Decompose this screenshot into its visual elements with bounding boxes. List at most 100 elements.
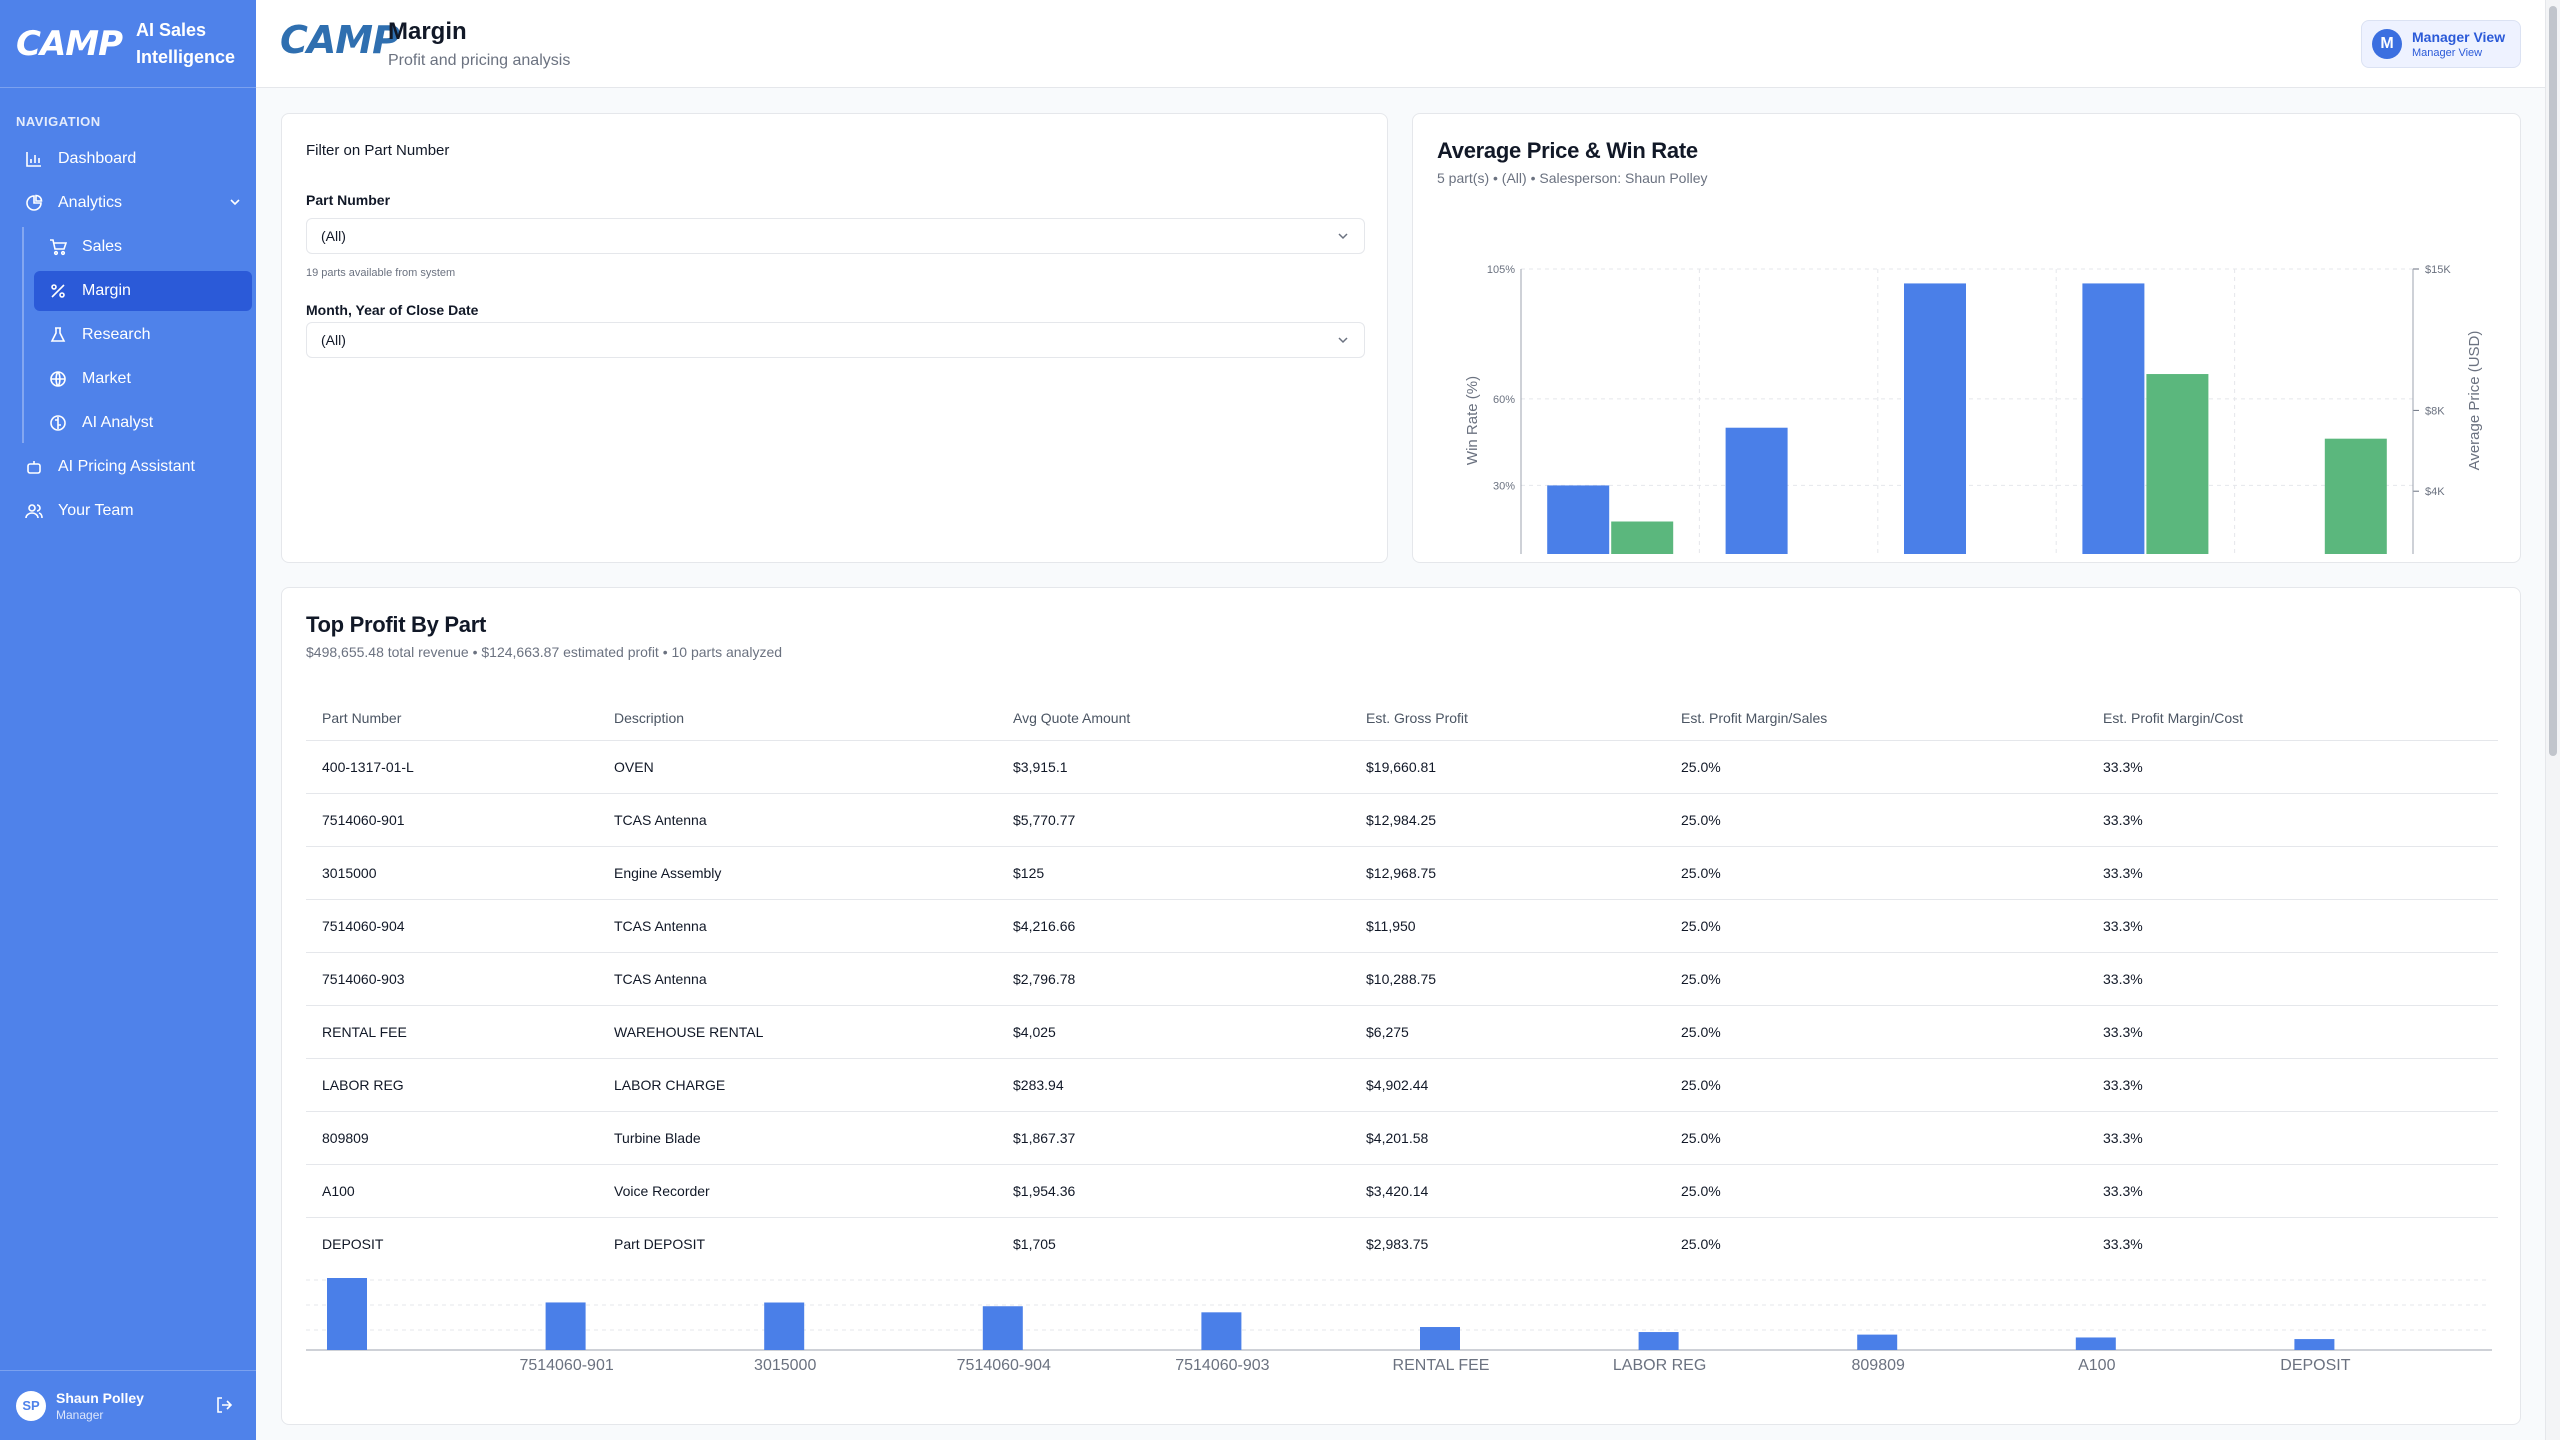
manager-avatar: M (2372, 29, 2402, 59)
table-cell: 33.3% (2087, 1164, 2498, 1218)
page-title: Margin (388, 18, 467, 45)
nav-item-margin[interactable]: Margin (34, 271, 252, 311)
bar-chart-icon (24, 149, 44, 169)
table-subtitle: $498,655.48 total revenue • $124,663.87 … (306, 644, 783, 660)
win-rate-bar (2082, 283, 2145, 554)
price-winrate-card: Average Price & Win Rate 5 part(s) • (Al… (1412, 113, 2521, 563)
brand: CAMP AI Sales Intelligence (0, 0, 256, 88)
part-number-label: Part Number (306, 192, 391, 208)
table-row[interactable]: 7514060-903 TCAS Antenna $2,796.78 $10,288.… (306, 952, 2498, 1006)
page-header: CAMP Margin Profit and pricing analysis … (256, 0, 2545, 88)
header-logo: CAMP (280, 18, 400, 62)
table-cell: 33.3% (2103, 1235, 2143, 1252)
flask-icon (48, 325, 68, 345)
chart-subtitle: 5 part(s) • (All) • Salesperson: Shaun P… (1437, 170, 1708, 186)
nav-item-ai-analyst[interactable]: AI Analyst (34, 403, 252, 443)
nav-item-research[interactable]: Research (34, 315, 252, 355)
x-tick-label: A100 (2078, 1357, 2115, 1374)
profit-table: Part Number Description Avg Quote Amount Es… (306, 696, 2498, 1270)
profit-bar (1857, 1334, 1898, 1350)
table-cell: $10,288.75 (1350, 952, 1665, 1006)
table-cell: $5,770.77 (997, 793, 1350, 847)
column-header[interactable]: Avg Quote Amount (997, 696, 1350, 741)
table-row[interactable]: DEPOSIT Part DEPOSIT $1,705 $2,983.75 25.0% 3… (306, 1217, 2498, 1270)
table-cell: 33.3% (2087, 846, 2498, 900)
nav-item-dashboard[interactable]: Dashboard (10, 139, 252, 179)
table-cell: 33.3% (2087, 1005, 2498, 1059)
nav-label-market: Market (82, 370, 131, 387)
table-cell: $6,275 (1350, 1005, 1665, 1059)
win-rate-bar (1904, 283, 1966, 554)
part-number-select[interactable]: (All) (306, 218, 1365, 254)
sidebar: CAMP AI Sales Intelligence NAVIGATION Da… (0, 0, 256, 1440)
table-cell: 809809 (306, 1111, 598, 1165)
brain-icon (48, 413, 68, 433)
x-tick-label: 3015000 (754, 1357, 816, 1374)
table-cell: WAREHOUSE RENTAL (598, 1005, 997, 1059)
month-year-select[interactable]: (All) (306, 322, 1365, 358)
column-header[interactable]: Est. Profit Margin/Sales (1665, 696, 2087, 741)
y-tick-label: 30% (1493, 480, 1515, 492)
table-row[interactable]: 7514060-904 TCAS Antenna $4,216.66 $11,950 2… (306, 899, 2498, 953)
profit-bar (764, 1302, 805, 1350)
table-row[interactable]: 809809 Turbine Blade $1,867.37 $4,201.58 25.… (306, 1111, 2498, 1165)
chevron-down-icon (1336, 333, 1350, 350)
column-header[interactable]: Est. Profit Margin/Cost (2087, 696, 2498, 741)
table-cell: 25.0% (1681, 1235, 1721, 1252)
table-cell: TCAS Antenna (598, 899, 997, 953)
cart-icon (48, 237, 68, 257)
logout-icon[interactable] (214, 1395, 234, 1420)
table-cell: 33.3% (2087, 740, 2498, 794)
table-cell: 400-1317-01-L (306, 740, 598, 794)
table-cell: TCAS Antenna (598, 952, 997, 1006)
nav-section-label: NAVIGATION (16, 114, 101, 129)
nav-label-margin: Margin (82, 282, 131, 299)
user-name: Shaun Polley (56, 1389, 144, 1406)
camp-logo: CAMP (16, 23, 123, 64)
brand-line-2: Intelligence (136, 46, 236, 67)
x-tick-label: DEPOSIT (2280, 1357, 2350, 1374)
nav-item-your-team[interactable]: Your Team (10, 491, 252, 531)
robot-icon (24, 457, 44, 477)
manager-view-button[interactable]: M Manager View Manager View (2361, 20, 2521, 68)
profit-bar-chart: 7514060-901 3015000 7514060-904 7514060-903… (306, 1278, 2492, 1374)
avatar[interactable]: SP (16, 1390, 46, 1421)
column-header[interactable]: Est. Gross Profit (1350, 696, 1665, 741)
x-tick-label: 7514060-904 (957, 1357, 1051, 1374)
table-row[interactable]: 3015000 Engine Assembly $125 $12,968.75 25.0… (306, 846, 2498, 900)
table-header-row: Part Number Description Avg Quote Amount Es… (306, 696, 2498, 741)
table-cell: 25.0% (1665, 1005, 2087, 1059)
column-header[interactable]: Part Number (306, 696, 598, 741)
user-panel: SP Shaun Polley Manager (0, 1370, 256, 1440)
avg-price-bar (2146, 374, 2209, 554)
globe-icon (48, 369, 68, 389)
x-tick-label: RENTAL FEE (1393, 1357, 1490, 1374)
table-cell: 7514060-904 (306, 899, 598, 953)
avg-price-bar (1611, 521, 1674, 554)
column-header[interactable]: Description (598, 696, 997, 741)
y2-tick-label: $15K (2425, 264, 2451, 276)
manager-view-title: Manager View (2412, 29, 2506, 45)
table-row[interactable]: 7514060-901 TCAS Antenna $5,770.77 $12,984.… (306, 793, 2498, 847)
page-scrollbar[interactable] (2545, 0, 2560, 1440)
percent-icon (48, 281, 68, 301)
table-row[interactable]: A100 Voice Recorder $1,954.36 $3,420.14 25.0… (306, 1164, 2498, 1218)
table-row[interactable]: RENTAL FEE WAREHOUSE RENTAL $4,025 $6,275 25… (306, 1005, 2498, 1059)
nav-item-analytics[interactable]: Analytics (10, 183, 252, 223)
y-axis-label: Win Rate (%) (1464, 376, 1481, 465)
table-cell: 25.0% (1665, 1111, 2087, 1165)
win-rate-bar (1725, 427, 1788, 554)
chevron-down-icon (228, 195, 242, 214)
table-cell: $1,867.37 (997, 1111, 1350, 1165)
nav-item-market[interactable]: Market (34, 359, 252, 399)
nav-label-your-team: Your Team (58, 502, 134, 519)
scrollbar-thumb[interactable] (2549, 6, 2557, 756)
table-row[interactable]: 400-1317-01-L OVEN $3,915.1 $19,660.81 25.0%… (306, 740, 2498, 794)
table-cell: $2,983.75 (1366, 1235, 1429, 1252)
table-row[interactable]: LABOR REG LABOR CHARGE $283.94 $4,902.44 25.… (306, 1058, 2498, 1112)
profit-bar (327, 1278, 367, 1350)
table-cell: LABOR REG (306, 1058, 598, 1112)
part-number-hint: 19 parts available from system (306, 267, 456, 279)
nav-item-ai-pricing-assistant[interactable]: AI Pricing Assistant (10, 447, 252, 487)
nav-item-sales[interactable]: Sales (34, 227, 252, 267)
